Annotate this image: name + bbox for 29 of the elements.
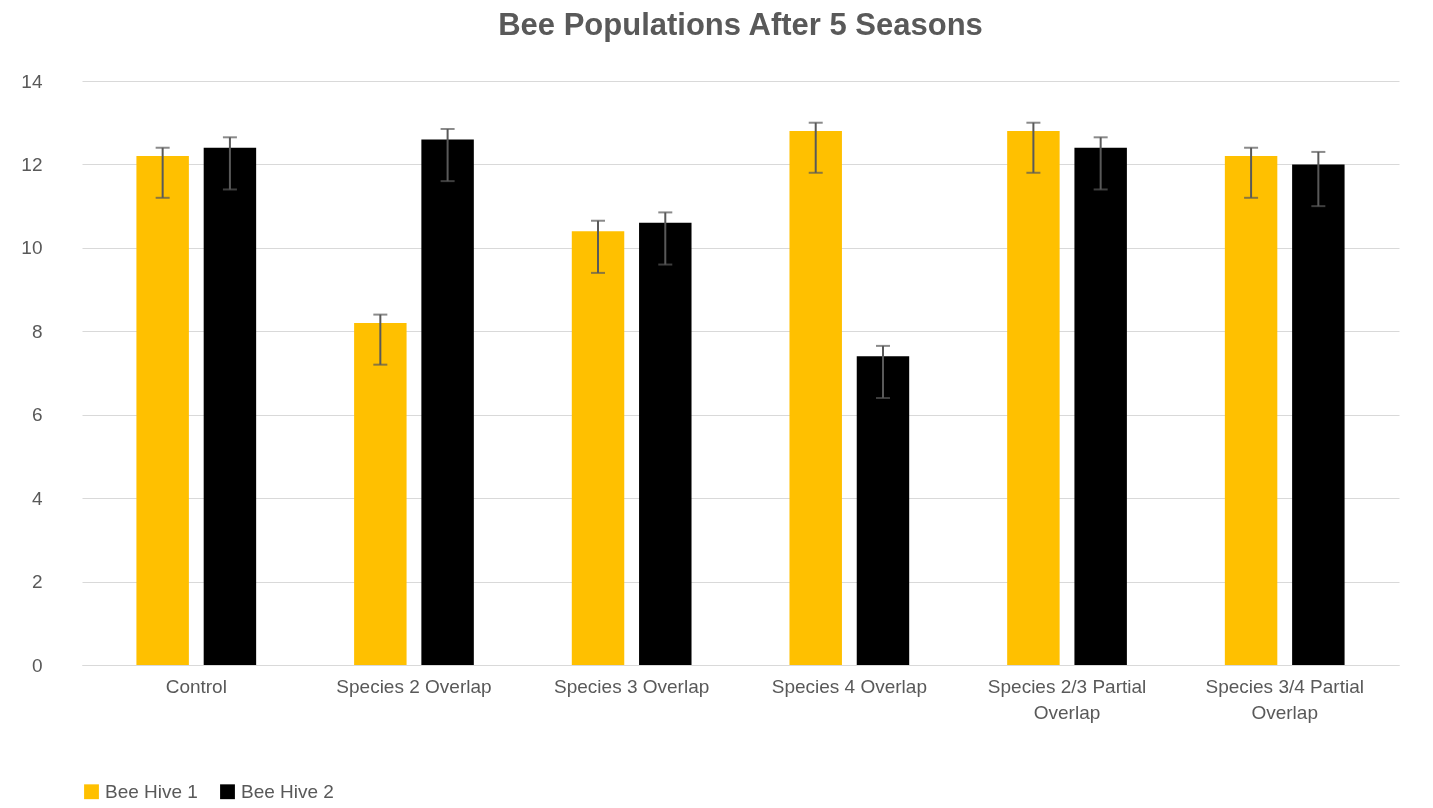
bar (639, 222, 692, 665)
bar (571, 231, 625, 665)
x-tick-label: Control (165, 675, 227, 697)
x-tick-label: Species 4 Overlap (771, 675, 927, 697)
x-tick-label: Species 2/3 Partial Overlap (987, 675, 1147, 723)
y-tick-label: 12 (21, 153, 43, 175)
y-tick-label: 4 (31, 487, 43, 509)
bar (203, 147, 257, 665)
legend-label: Bee Hive 2 (241, 780, 334, 802)
x-tick-label: Species 3 Overlap (554, 675, 710, 697)
legend-label: Bee Hive 1 (105, 780, 198, 802)
bar (856, 356, 910, 665)
chart-title: Bee Populations After 5 Seasons (498, 7, 983, 42)
bar (354, 322, 407, 665)
bar (136, 156, 189, 665)
y-tick-label: 14 (21, 70, 43, 92)
x-tick-label: Species 2 Overlap (336, 675, 492, 697)
y-tick-label: 6 (31, 404, 43, 426)
y-tick-label: 0 (31, 654, 43, 676)
bar (421, 139, 474, 665)
y-tick-label: 8 (31, 320, 43, 342)
y-tick-label: 2 (31, 571, 43, 593)
bar (1007, 131, 1060, 665)
y-tick-label: 10 (21, 237, 43, 259)
x-tick-label: Species 3/4 Partial Overlap (1205, 675, 1364, 723)
bar (789, 131, 842, 665)
bar (1224, 156, 1278, 665)
bar (1074, 147, 1127, 665)
bar (1292, 164, 1345, 665)
